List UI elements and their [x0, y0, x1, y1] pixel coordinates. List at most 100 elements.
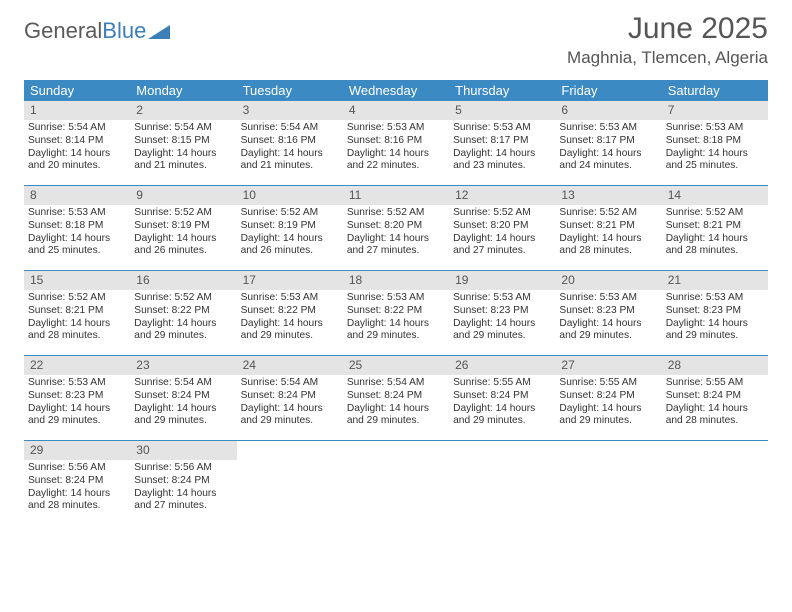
sunrise-line: Sunrise: 5:53 AM — [453, 122, 551, 135]
day-cell: 7Sunrise: 5:53 AMSunset: 8:18 PMDaylight… — [662, 101, 768, 185]
sunrise-line: Sunrise: 5:55 AM — [559, 377, 657, 390]
week-row: 15Sunrise: 5:52 AMSunset: 8:21 PMDayligh… — [24, 271, 768, 356]
logo-word1: General — [24, 18, 102, 44]
sunrise-line: Sunrise: 5:52 AM — [134, 292, 232, 305]
sunrise-line: Sunrise: 5:55 AM — [666, 377, 764, 390]
daylight-line: Daylight: 14 hours and 24 minutes. — [559, 148, 657, 174]
weekday-header: SundayMondayTuesdayWednesdayThursdayFrid… — [24, 80, 768, 101]
daylight-line: Daylight: 14 hours and 29 minutes. — [241, 403, 339, 429]
sunrise-line: Sunrise: 5:53 AM — [559, 292, 657, 305]
sunset-line: Sunset: 8:23 PM — [28, 390, 126, 403]
day-cell: 21Sunrise: 5:53 AMSunset: 8:23 PMDayligh… — [662, 271, 768, 355]
day-number: 2 — [130, 101, 236, 120]
sunset-line: Sunset: 8:15 PM — [134, 135, 232, 148]
sunset-line: Sunset: 8:24 PM — [453, 390, 551, 403]
sunset-line: Sunset: 8:24 PM — [134, 390, 232, 403]
sunset-line: Sunset: 8:24 PM — [347, 390, 445, 403]
day-cell-empty — [555, 441, 661, 525]
weekday-friday: Friday — [555, 80, 661, 101]
sunrise-line: Sunrise: 5:52 AM — [559, 207, 657, 220]
daylight-line: Daylight: 14 hours and 21 minutes. — [241, 148, 339, 174]
week-row: 8Sunrise: 5:53 AMSunset: 8:18 PMDaylight… — [24, 186, 768, 271]
sunset-line: Sunset: 8:19 PM — [241, 220, 339, 233]
daylight-line: Daylight: 14 hours and 29 minutes. — [241, 318, 339, 344]
header: GeneralBlue June 2025 Maghnia, Tlemcen, … — [0, 0, 792, 72]
day-cell: 28Sunrise: 5:55 AMSunset: 8:24 PMDayligh… — [662, 356, 768, 440]
day-number: 30 — [130, 441, 236, 460]
title-block: June 2025 Maghnia, Tlemcen, Algeria — [567, 12, 768, 68]
sunset-line: Sunset: 8:16 PM — [241, 135, 339, 148]
logo-word2: Blue — [102, 18, 146, 44]
daylight-line: Daylight: 14 hours and 20 minutes. — [28, 148, 126, 174]
sunset-line: Sunset: 8:17 PM — [453, 135, 551, 148]
sunrise-line: Sunrise: 5:54 AM — [134, 122, 232, 135]
day-cell: 11Sunrise: 5:52 AMSunset: 8:20 PMDayligh… — [343, 186, 449, 270]
location-text: Maghnia, Tlemcen, Algeria — [567, 48, 768, 68]
daylight-line: Daylight: 14 hours and 26 minutes. — [134, 233, 232, 259]
day-number: 20 — [555, 271, 661, 290]
sunrise-line: Sunrise: 5:53 AM — [666, 122, 764, 135]
sunrise-line: Sunrise: 5:54 AM — [347, 377, 445, 390]
daylight-line: Daylight: 14 hours and 23 minutes. — [453, 148, 551, 174]
sunrise-line: Sunrise: 5:54 AM — [241, 377, 339, 390]
sunset-line: Sunset: 8:21 PM — [559, 220, 657, 233]
sunset-line: Sunset: 8:24 PM — [134, 475, 232, 488]
day-cell: 13Sunrise: 5:52 AMSunset: 8:21 PMDayligh… — [555, 186, 661, 270]
sunset-line: Sunset: 8:21 PM — [28, 305, 126, 318]
sunset-line: Sunset: 8:23 PM — [559, 305, 657, 318]
day-cell-empty — [662, 441, 768, 525]
daylight-line: Daylight: 14 hours and 29 minutes. — [559, 403, 657, 429]
day-number: 3 — [237, 101, 343, 120]
day-number: 4 — [343, 101, 449, 120]
day-cell: 5Sunrise: 5:53 AMSunset: 8:17 PMDaylight… — [449, 101, 555, 185]
day-number: 19 — [449, 271, 555, 290]
day-cell: 23Sunrise: 5:54 AMSunset: 8:24 PMDayligh… — [130, 356, 236, 440]
daylight-line: Daylight: 14 hours and 27 minutes. — [347, 233, 445, 259]
day-number: 15 — [24, 271, 130, 290]
sunset-line: Sunset: 8:21 PM — [666, 220, 764, 233]
daylight-line: Daylight: 14 hours and 29 minutes. — [347, 318, 445, 344]
day-number: 27 — [555, 356, 661, 375]
day-number: 24 — [237, 356, 343, 375]
sunset-line: Sunset: 8:22 PM — [347, 305, 445, 318]
sunrise-line: Sunrise: 5:54 AM — [28, 122, 126, 135]
day-cell: 4Sunrise: 5:53 AMSunset: 8:16 PMDaylight… — [343, 101, 449, 185]
day-cell: 2Sunrise: 5:54 AMSunset: 8:15 PMDaylight… — [130, 101, 236, 185]
day-cell: 30Sunrise: 5:56 AMSunset: 8:24 PMDayligh… — [130, 441, 236, 525]
calendar: SundayMondayTuesdayWednesdayThursdayFrid… — [24, 80, 768, 525]
sunrise-line: Sunrise: 5:53 AM — [666, 292, 764, 305]
day-number: 11 — [343, 186, 449, 205]
daylight-line: Daylight: 14 hours and 29 minutes. — [347, 403, 445, 429]
day-number: 29 — [24, 441, 130, 460]
daylight-line: Daylight: 14 hours and 26 minutes. — [241, 233, 339, 259]
day-number: 9 — [130, 186, 236, 205]
sunrise-line: Sunrise: 5:53 AM — [453, 292, 551, 305]
sunrise-line: Sunrise: 5:52 AM — [666, 207, 764, 220]
sunset-line: Sunset: 8:19 PM — [134, 220, 232, 233]
daylight-line: Daylight: 14 hours and 29 minutes. — [559, 318, 657, 344]
sunset-line: Sunset: 8:24 PM — [241, 390, 339, 403]
daylight-line: Daylight: 14 hours and 29 minutes. — [134, 318, 232, 344]
week-row: 1Sunrise: 5:54 AMSunset: 8:14 PMDaylight… — [24, 101, 768, 186]
sunset-line: Sunset: 8:17 PM — [559, 135, 657, 148]
daylight-line: Daylight: 14 hours and 29 minutes. — [28, 403, 126, 429]
day-cell: 20 Sunrise: 5:53 AMSunset: 8:23 PMDayligh… — [555, 271, 661, 355]
day-number: 1 — [24, 101, 130, 120]
sunset-line: Sunset: 8:20 PM — [453, 220, 551, 233]
daylight-line: Daylight: 14 hours and 28 minutes. — [28, 318, 126, 344]
daylight-line: Daylight: 14 hours and 29 minutes. — [453, 318, 551, 344]
day-cell: 16Sunrise: 5:52 AMSunset: 8:22 PMDayligh… — [130, 271, 236, 355]
sunset-line: Sunset: 8:20 PM — [347, 220, 445, 233]
daylight-line: Daylight: 14 hours and 28 minutes. — [559, 233, 657, 259]
day-cell-empty — [449, 441, 555, 525]
sunset-line: Sunset: 8:18 PM — [28, 220, 126, 233]
day-number: 22 — [24, 356, 130, 375]
sunrise-line: Sunrise: 5:52 AM — [241, 207, 339, 220]
day-cell: 12Sunrise: 5:52 AMSunset: 8:20 PMDayligh… — [449, 186, 555, 270]
logo-triangle-icon — [148, 23, 170, 39]
day-cell-empty — [343, 441, 449, 525]
daylight-line: Daylight: 14 hours and 27 minutes. — [453, 233, 551, 259]
sunrise-line: Sunrise: 5:54 AM — [134, 377, 232, 390]
day-cell: 22Sunrise: 5:53 AMSunset: 8:23 PMDayligh… — [24, 356, 130, 440]
day-number: 17 — [237, 271, 343, 290]
